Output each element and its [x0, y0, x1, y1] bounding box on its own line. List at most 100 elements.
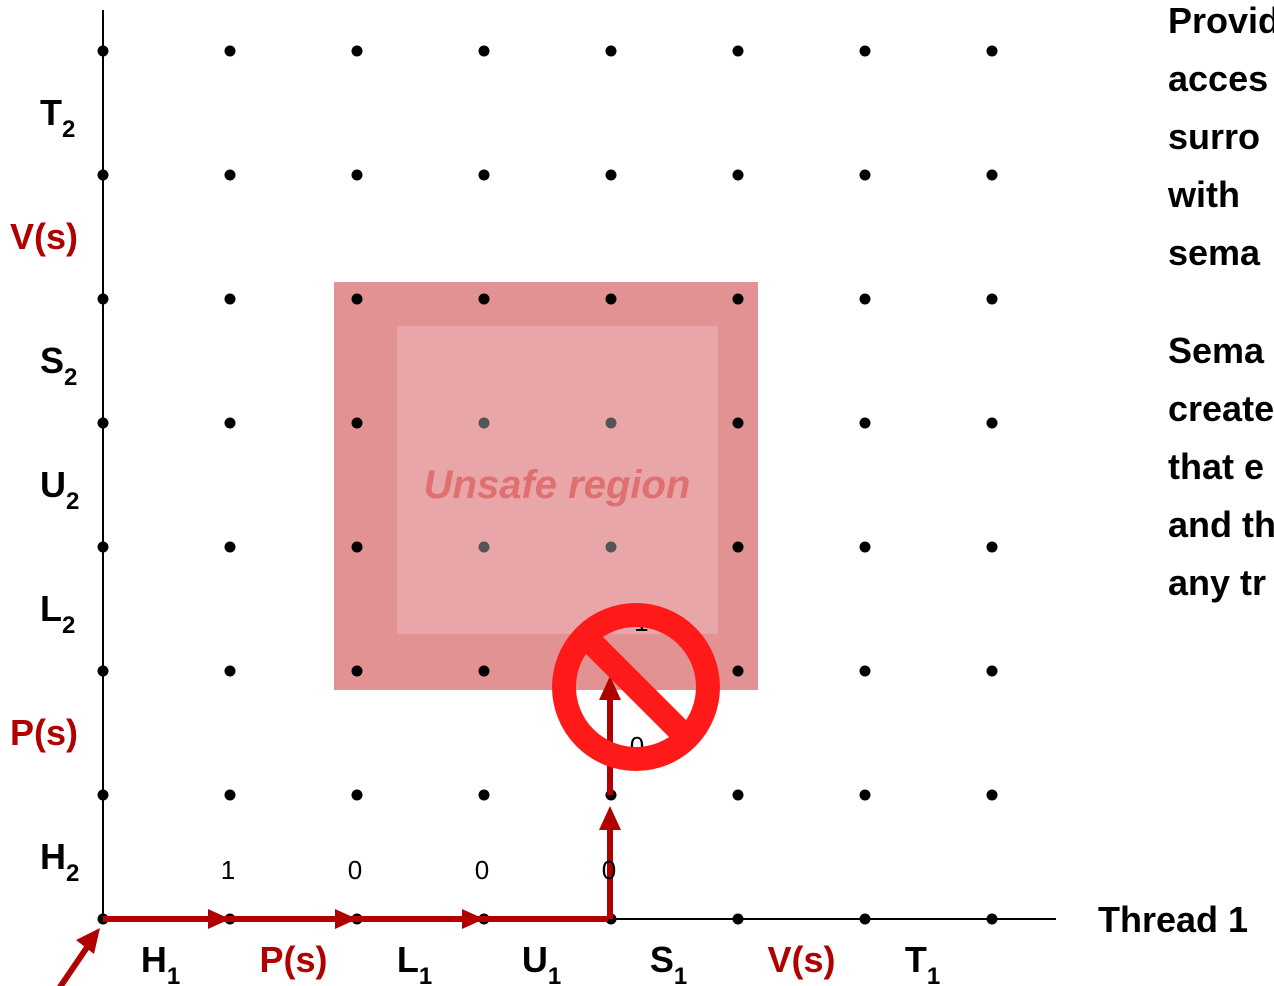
- grid-dot: [97, 665, 109, 677]
- grid-dot: [732, 913, 744, 925]
- grid-dot: [859, 541, 871, 553]
- side-text-line: create: [1168, 388, 1274, 429]
- x-axis-label: S1: [650, 939, 687, 986]
- x-axis-label: H1: [141, 939, 180, 986]
- grid-dot: [478, 789, 490, 801]
- x-axis-title: Thread 1: [1098, 899, 1248, 940]
- cell-value: 0: [348, 855, 362, 885]
- grid-dot: [859, 665, 871, 677]
- x-axis-label: P(s): [259, 939, 327, 980]
- grid-dot: [224, 45, 236, 57]
- grid-dot: [986, 45, 998, 57]
- side-text: Provid acces surro with sema Sema create…: [1168, 0, 1274, 612]
- grid-dot: [732, 45, 744, 57]
- grid-dot: [224, 417, 236, 429]
- grid-dot: [986, 541, 998, 553]
- grid-dot: [986, 913, 998, 925]
- grid-dot: [986, 417, 998, 429]
- trajectory-arrowhead: [335, 909, 357, 929]
- side-text-para-1: Provid acces surro with sema: [1168, 0, 1274, 282]
- grid-dot: [605, 417, 617, 429]
- grid-dot: [986, 665, 998, 677]
- grid-dot: [224, 293, 236, 305]
- grid-dot: [478, 417, 490, 429]
- unsafe-region: [397, 326, 718, 634]
- side-text-line: sema: [1168, 232, 1261, 273]
- side-text-line: any tr: [1168, 562, 1267, 603]
- side-text-line: Provid: [1168, 0, 1274, 41]
- grid-dot: [478, 665, 490, 677]
- start-pointer-arrowhead: [76, 928, 100, 954]
- side-text-line: with: [1168, 174, 1240, 215]
- trajectory-arrowhead: [462, 909, 484, 929]
- grid-dot: [351, 417, 363, 429]
- side-text-line: Sema: [1168, 330, 1265, 371]
- y-axis-label: P(s): [10, 712, 78, 753]
- grid-dot: [351, 45, 363, 57]
- grid-dot: [732, 293, 744, 305]
- grid-dot: [351, 293, 363, 305]
- grid-dot: [97, 541, 109, 553]
- grid-dot: [859, 293, 871, 305]
- grid-dot: [859, 789, 871, 801]
- grid-dot: [859, 169, 871, 181]
- grid-dot: [859, 417, 871, 429]
- grid-dot: [478, 541, 490, 553]
- cell-value: 0: [475, 855, 489, 885]
- grid-dot: [859, 913, 871, 925]
- grid-dot: [859, 45, 871, 57]
- y-axis-label: L2: [40, 588, 75, 639]
- grid-dot: [732, 417, 744, 429]
- grid-dot: [732, 665, 744, 677]
- side-text-line: acces: [1168, 58, 1269, 99]
- trajectory-arrowhead: [599, 806, 621, 830]
- side-text-para-2: Sema create that e and th any tr: [1168, 322, 1274, 612]
- x-axis-label: U1: [522, 939, 561, 986]
- grid-dot: [986, 789, 998, 801]
- grid-dot: [97, 293, 109, 305]
- grid-dot: [224, 789, 236, 801]
- grid-dot: [986, 293, 998, 305]
- cell-value: 1: [221, 855, 235, 885]
- grid-dot: [351, 541, 363, 553]
- grid-dot: [97, 417, 109, 429]
- grid-dot: [351, 169, 363, 181]
- grid-dot: [97, 789, 109, 801]
- y-axis-label: V(s): [10, 216, 78, 257]
- y-axis-label: S2: [40, 340, 77, 391]
- x-axis-label: L1: [397, 939, 432, 986]
- x-axis-label: V(s): [767, 939, 835, 980]
- grid-dot: [351, 789, 363, 801]
- trajectory-arrowhead: [599, 676, 621, 700]
- grid-dot: [732, 789, 744, 801]
- grid-dot: [224, 169, 236, 181]
- grid-dot: [605, 45, 617, 57]
- grid-dot: [224, 541, 236, 553]
- grid-dot: [351, 665, 363, 677]
- grid-dot: [224, 665, 236, 677]
- grid-dot: [605, 169, 617, 181]
- grid-dot: [97, 169, 109, 181]
- side-text-line: and th: [1168, 504, 1274, 545]
- side-text-line: surro: [1168, 116, 1261, 157]
- trajectory-arrowhead: [208, 909, 230, 929]
- grid-dot: [605, 293, 617, 305]
- grid-dot: [478, 45, 490, 57]
- grid-dot: [97, 45, 109, 57]
- side-text-line: that e: [1168, 446, 1265, 487]
- grid-dot: [986, 169, 998, 181]
- y-axis-label: U2: [40, 464, 79, 515]
- unsafe-region-label: Unsafe region: [424, 463, 691, 507]
- grid-dot: [478, 293, 490, 305]
- grid-dot: [605, 541, 617, 553]
- no-entry-icon-bar: [579, 630, 693, 744]
- grid-dot: [478, 169, 490, 181]
- grid-dot: [732, 169, 744, 181]
- start-pointer-arrow: [57, 938, 95, 986]
- y-axis-label: T2: [40, 92, 75, 143]
- grid-dot: [732, 541, 744, 553]
- y-axis-label: H2: [40, 836, 79, 887]
- no-entry-icon: [552, 603, 720, 771]
- x-axis-label: T1: [905, 939, 940, 986]
